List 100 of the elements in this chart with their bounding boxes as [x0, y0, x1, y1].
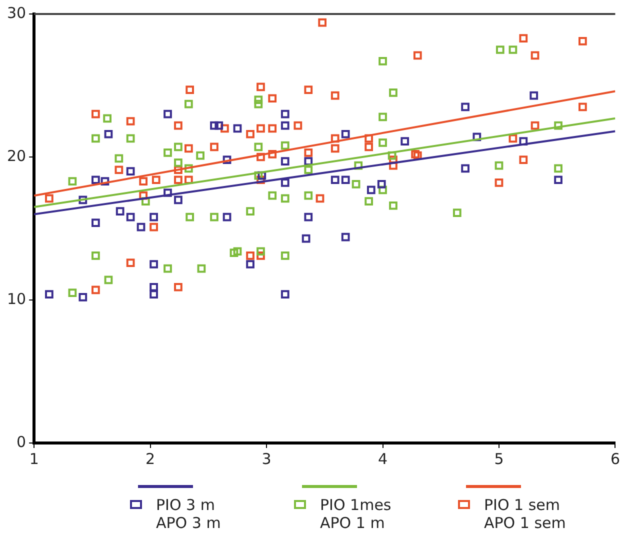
point	[378, 57, 387, 66]
point	[164, 110, 172, 118]
point	[494, 178, 504, 187]
point	[246, 207, 254, 216]
point	[472, 132, 482, 142]
point	[389, 201, 398, 210]
point	[461, 102, 470, 112]
point	[254, 96, 263, 104]
point	[280, 251, 290, 260]
point	[139, 177, 148, 186]
point	[100, 177, 110, 186]
point	[519, 156, 528, 164]
point	[330, 134, 340, 143]
point	[174, 282, 182, 292]
point	[341, 176, 350, 184]
y-tick-label: 0	[16, 432, 26, 451]
point	[258, 171, 266, 180]
legend-label: PIO 1mes APO 1 m	[320, 496, 392, 532]
point	[554, 176, 562, 184]
point	[92, 218, 100, 227]
point	[413, 151, 422, 160]
point	[364, 142, 374, 152]
point	[318, 18, 327, 27]
point	[304, 148, 313, 157]
point	[519, 34, 528, 42]
point	[222, 156, 232, 164]
point	[377, 180, 386, 188]
point	[116, 207, 124, 216]
point	[45, 290, 54, 298]
point	[364, 197, 374, 206]
point	[92, 110, 100, 118]
point	[220, 124, 229, 133]
point	[304, 157, 313, 166]
point	[68, 288, 77, 298]
point	[494, 161, 504, 170]
point	[246, 260, 254, 268]
point	[280, 178, 290, 187]
point	[364, 134, 374, 143]
point	[268, 124, 277, 133]
point	[92, 134, 100, 143]
point	[230, 248, 238, 257]
point	[92, 286, 100, 294]
point	[126, 258, 135, 267]
point	[268, 150, 277, 158]
point	[164, 188, 172, 197]
y-tick-label: 30	[6, 4, 26, 22]
point	[389, 88, 398, 97]
point	[254, 142, 263, 152]
point	[186, 212, 194, 222]
x-tick-label: 2	[146, 450, 156, 468]
point	[103, 114, 112, 123]
point	[150, 222, 158, 232]
x-tick-label: 3	[262, 450, 272, 468]
point	[280, 141, 290, 150]
point	[378, 186, 387, 194]
point	[400, 137, 410, 146]
point	[496, 46, 504, 54]
point	[150, 282, 158, 292]
y-tick-label: 10	[6, 290, 26, 308]
point	[304, 86, 313, 94]
point	[389, 161, 398, 170]
point	[316, 194, 324, 203]
point	[554, 121, 562, 130]
point	[114, 166, 124, 174]
point	[461, 164, 470, 173]
legend-label: PIO 1 sem APO 1 sem	[484, 496, 567, 532]
point	[256, 124, 265, 133]
point	[196, 151, 204, 160]
point	[150, 212, 158, 222]
point	[280, 194, 290, 203]
point	[302, 234, 310, 243]
point	[330, 144, 340, 153]
point	[78, 196, 88, 204]
point	[280, 121, 290, 130]
point	[280, 110, 290, 118]
point	[92, 251, 100, 260]
point	[104, 130, 113, 138]
point	[210, 212, 218, 222]
point	[413, 51, 422, 60]
point	[174, 166, 182, 174]
point	[256, 251, 265, 260]
point	[256, 82, 265, 92]
point	[280, 157, 290, 166]
point	[126, 212, 135, 222]
point	[174, 176, 182, 184]
point	[530, 121, 540, 130]
point	[197, 264, 206, 273]
point	[152, 176, 160, 184]
point	[174, 142, 182, 152]
point	[246, 251, 254, 260]
point	[268, 94, 277, 103]
point	[214, 121, 224, 130]
point	[150, 290, 158, 298]
point	[233, 124, 242, 133]
point	[268, 191, 277, 200]
point	[330, 91, 340, 100]
point	[411, 150, 420, 158]
point	[508, 134, 518, 143]
point	[126, 167, 135, 176]
point	[508, 46, 518, 54]
